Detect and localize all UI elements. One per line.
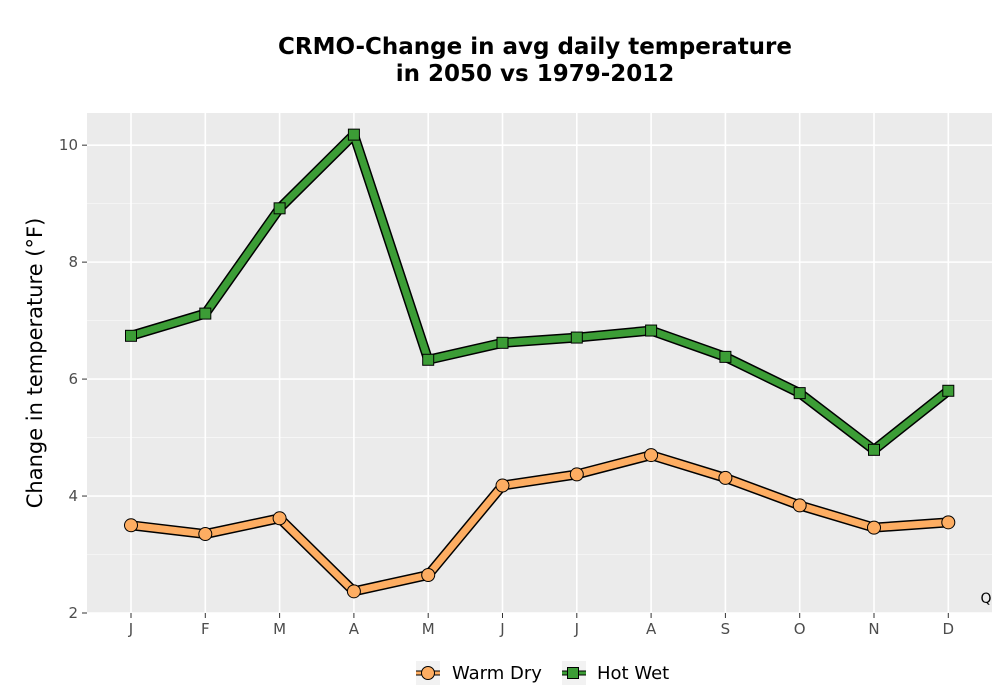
data-point-circle xyxy=(495,478,510,493)
series-line xyxy=(127,131,952,454)
chart-title-line2: in 2050 vs 1979-2012 xyxy=(396,61,675,87)
data-point-square xyxy=(347,128,360,141)
x-tick-label: J xyxy=(128,620,133,638)
data-point-circle xyxy=(198,527,213,542)
legend: Warm Dry Hot Wet xyxy=(416,661,669,685)
data-point-square xyxy=(570,331,583,344)
x-tick-label: M xyxy=(273,620,286,638)
x-tick-label: S xyxy=(721,620,731,638)
minor-gridlines xyxy=(87,203,992,555)
y-tick-label: 6 xyxy=(68,370,78,388)
legend-item-warm-dry: Warm Dry xyxy=(416,661,542,685)
x-tick-label: D xyxy=(943,620,955,638)
legend-circle-marker-icon xyxy=(421,666,435,680)
data-point-circle xyxy=(346,584,361,599)
legend-label-warm-dry: Warm Dry xyxy=(452,663,542,684)
data-point-square xyxy=(125,329,137,342)
data-point-square xyxy=(496,336,509,349)
data-point-circle xyxy=(272,511,287,526)
data-point-square xyxy=(199,307,212,320)
x-tick-label: A xyxy=(349,620,360,638)
legend-square-marker-icon xyxy=(567,667,579,679)
series-layer xyxy=(124,128,956,599)
data-point-circle xyxy=(569,467,584,482)
data-point-circle xyxy=(644,448,659,463)
data-point-square xyxy=(645,324,658,337)
y-tick-label: 10 xyxy=(59,136,78,154)
corner-annotation: Q xyxy=(980,591,991,607)
x-tick-label: F xyxy=(201,620,210,638)
data-point-square xyxy=(273,202,286,215)
x-tick-label: N xyxy=(868,620,879,638)
x-tick-label: M xyxy=(422,620,435,638)
legend-item-hot-wet: Hot Wet xyxy=(562,661,669,685)
y-tick-label: 2 xyxy=(68,604,78,622)
x-tick-label: O xyxy=(794,620,806,638)
y-axis-ticks: 2 4 6 8 10 xyxy=(59,136,87,622)
data-point-square xyxy=(793,387,806,400)
data-point-circle xyxy=(792,498,807,513)
legend-label-hot-wet: Hot Wet xyxy=(597,663,669,684)
data-point-circle xyxy=(421,567,436,582)
data-point-circle xyxy=(867,520,881,535)
data-point-circle xyxy=(718,470,733,485)
y-tick-label: 8 xyxy=(68,253,78,271)
plot-panel xyxy=(87,113,992,613)
chart-title-line1: CRMO-Change in avg daily temperature xyxy=(278,34,792,60)
data-point-circle xyxy=(941,515,956,530)
data-point-square xyxy=(422,353,435,366)
data-point-square xyxy=(868,443,880,456)
x-tick-label: A xyxy=(646,620,657,638)
x-tick-label: J xyxy=(499,620,504,638)
series-warm-dry xyxy=(124,448,956,599)
y-tick-label: 4 xyxy=(68,487,78,505)
data-point-circle xyxy=(124,518,138,533)
data-point-square xyxy=(719,350,732,363)
x-tick-label: J xyxy=(574,620,579,638)
series-line xyxy=(127,451,952,595)
data-point-square xyxy=(942,384,955,397)
series-hot-wet xyxy=(125,128,955,456)
y-axis-title: Change in temperature (°F) xyxy=(23,218,47,509)
